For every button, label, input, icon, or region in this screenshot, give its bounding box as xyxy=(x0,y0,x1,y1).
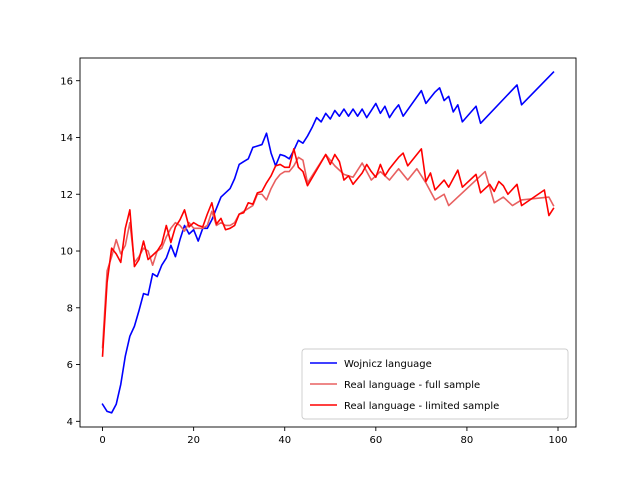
y-tick-label: 10 xyxy=(60,247,73,258)
plot-area-border xyxy=(79,57,577,428)
y-tick-label: 4 xyxy=(67,417,73,428)
y-tick-label: 8 xyxy=(67,303,73,314)
y-tick-label: 6 xyxy=(67,360,73,371)
legend-box xyxy=(301,348,569,420)
legend-label-2: Real language - limited sample xyxy=(344,401,499,412)
x-tick-label: 0 xyxy=(99,435,105,446)
x-axis-ticks: 0 20 40 60 80 100 xyxy=(99,427,568,446)
legend-label-0: Wojnicz language xyxy=(344,359,432,370)
legend: Wojnicz language Real language - full sam… xyxy=(301,348,569,420)
x-tick-label: 60 xyxy=(369,435,382,446)
series-line-2 xyxy=(101,148,555,357)
legend-label-1: Real language - full sample xyxy=(344,380,480,391)
x-tick-label: 20 xyxy=(187,435,200,446)
x-tick-label: 80 xyxy=(461,435,474,446)
y-tick-label: 12 xyxy=(60,190,73,201)
series-layer xyxy=(101,71,555,414)
x-tick-label: 40 xyxy=(278,435,291,446)
y-tick-label: 16 xyxy=(60,76,73,87)
y-tick-label: 14 xyxy=(60,133,73,144)
x-tick-label: 100 xyxy=(548,435,567,446)
series-line-0 xyxy=(101,71,555,414)
axes-frame xyxy=(79,57,577,428)
y-axis-ticks: 4 6 8 10 12 14 16 xyxy=(60,76,80,428)
